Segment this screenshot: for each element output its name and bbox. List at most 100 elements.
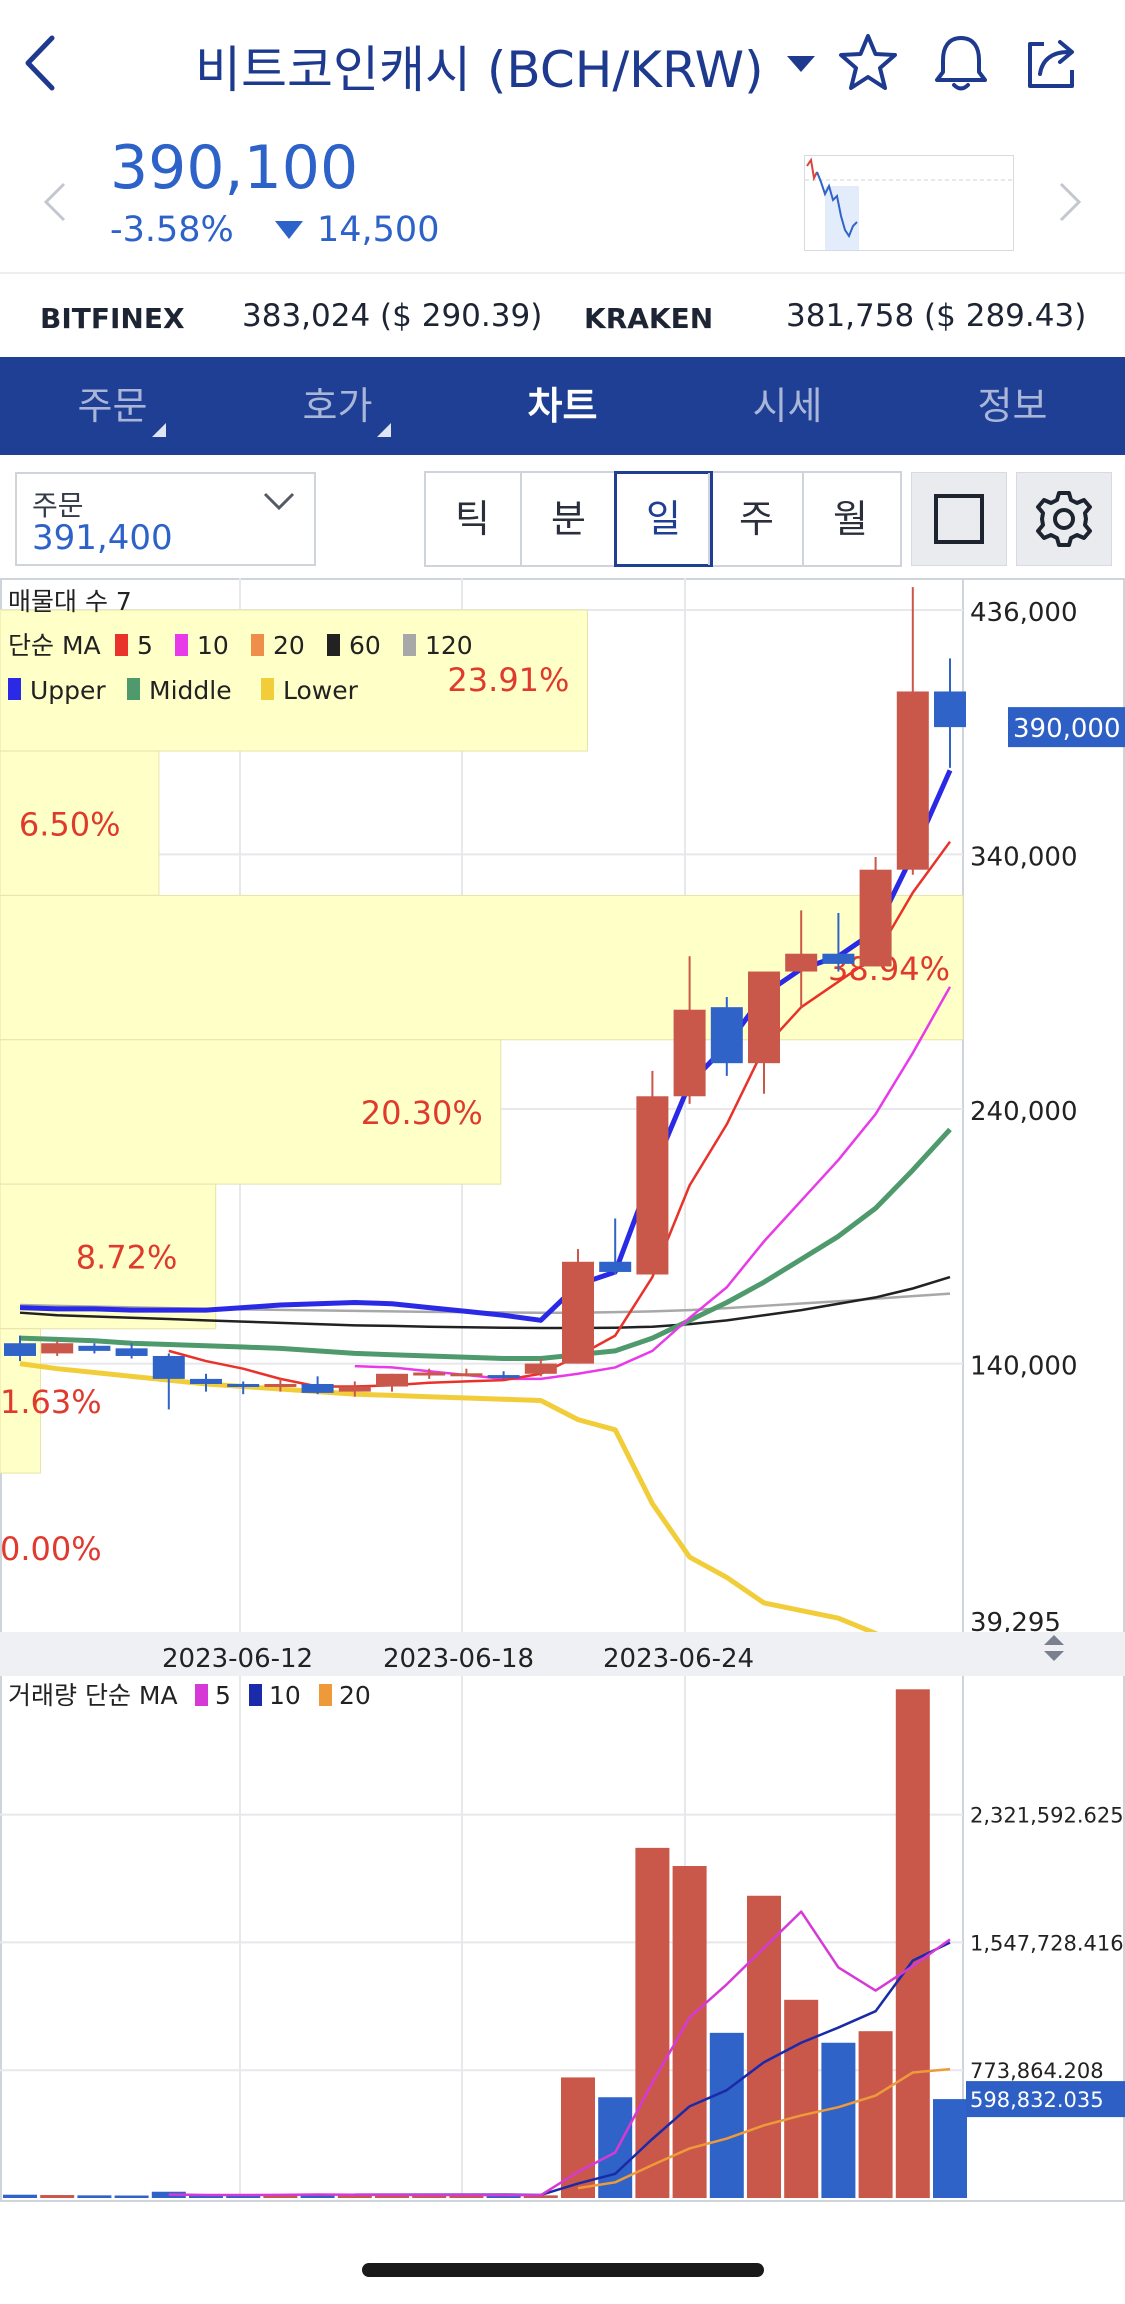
- period-button[interactable]: 일: [614, 471, 713, 567]
- volume-profile-label: 0.00%: [0, 1530, 102, 1568]
- volume-bar: [821, 2042, 856, 2198]
- exchange-value-kraken: 381,758 ($ 289.43): [786, 298, 1087, 334]
- settings-button[interactable]: [1016, 472, 1112, 566]
- volume-profile-label: 20.30%: [361, 1094, 483, 1132]
- candle: [413, 1372, 446, 1376]
- volume-profile-label: 8.72%: [76, 1239, 178, 1277]
- change-amount-value: 14,500: [317, 210, 440, 250]
- volume-bar: [784, 1999, 819, 2198]
- dropdown-caret-icon[interactable]: [787, 56, 815, 72]
- prev-arrow-icon[interactable]: [40, 180, 70, 224]
- candle: [301, 1383, 334, 1393]
- current-price-tag: [1008, 707, 1125, 748]
- volume-y-tick: 2,321,592.625: [970, 1804, 1124, 1828]
- ma5-line: [168, 840, 952, 1388]
- volume-bar: [40, 2195, 75, 2198]
- divider: [0, 272, 1125, 274]
- share-icon[interactable]: [1018, 30, 1084, 96]
- candle: [934, 691, 966, 728]
- volume-bar: [933, 2099, 967, 2198]
- chevron-down-icon: [263, 492, 295, 511]
- mini-chart: [804, 155, 1014, 251]
- candle: [450, 1373, 483, 1377]
- candle: [376, 1373, 408, 1387]
- volume-bar: [300, 2194, 335, 2198]
- volume-y-tick: 1,547,728.416: [970, 1931, 1124, 1955]
- candle: [338, 1386, 371, 1392]
- tab-item[interactable]: 주문: [0, 357, 225, 455]
- price-chart[interactable]: 23.91%6.50%38.94%20.30%8.72%1.63%0.00%매물…: [0, 578, 1125, 2202]
- legend-swatch: [251, 634, 264, 656]
- candle: [78, 1345, 111, 1351]
- volume-profile-bar: [0, 894, 964, 1041]
- legend-bollinger-label: Middle: [149, 676, 232, 705]
- legend-ma-label: 20: [273, 631, 305, 660]
- tab-item[interactable]: 차트: [450, 357, 675, 455]
- legend-bollinger-label: Lower: [283, 676, 359, 705]
- star-icon[interactable]: [835, 30, 901, 96]
- tab-label: 호가: [302, 384, 373, 428]
- current-price: 390,100: [110, 133, 359, 203]
- volume-bar: [412, 2195, 447, 2198]
- candle: [41, 1343, 74, 1354]
- period-button[interactable]: 주: [708, 473, 803, 565]
- page-title[interactable]: 비트코인캐시 (BCH/KRW): [195, 41, 764, 99]
- y-axis-tick: 140,000: [970, 1352, 1078, 1382]
- candle: [115, 1348, 148, 1356]
- resize-down-icon: [1044, 1651, 1064, 1661]
- volume-profile-bar: [0, 609, 588, 752]
- date-tick: 2023-06-12: [162, 1644, 313, 1674]
- legend-swatch: [8, 678, 21, 700]
- period-button[interactable]: 틱: [455, 497, 490, 541]
- volume-legend-label: 10: [269, 1681, 301, 1710]
- volume-bar: [895, 1689, 930, 2198]
- tab-item[interactable]: 시세: [675, 357, 900, 455]
- volume-bar: [486, 2195, 521, 2198]
- volume-bar: [858, 2031, 893, 2198]
- candle: [822, 953, 855, 964]
- legend-swatch: [261, 678, 274, 700]
- candle: [264, 1383, 297, 1387]
- bell-icon[interactable]: [928, 30, 994, 96]
- legend-swatch: [115, 634, 128, 656]
- candle: [636, 1096, 669, 1275]
- legend-swatch: [127, 678, 140, 700]
- period-button[interactable]: 월: [802, 473, 897, 565]
- legend-swatch: [403, 634, 416, 656]
- period-button[interactable]: 분: [520, 473, 615, 565]
- candle: [599, 1261, 632, 1272]
- date-axis-band: [0, 1632, 1125, 1676]
- gear-icon: [1036, 491, 1092, 547]
- volume-bar: [226, 2194, 261, 2198]
- candle: [227, 1383, 260, 1387]
- current-price-tag-label: 390,000: [1013, 714, 1121, 744]
- candle: [748, 971, 780, 1064]
- volume-profile-bar: [0, 1039, 502, 1185]
- order-select[interactable]: 주문 391,400: [15, 472, 316, 566]
- fullscreen-button[interactable]: [911, 472, 1007, 566]
- volume-y-tick: 773,864.208: [970, 2059, 1104, 2083]
- tab-item[interactable]: 정보: [900, 357, 1125, 455]
- resize-up-icon: [1044, 1635, 1064, 1645]
- candle: [710, 1007, 743, 1064]
- exchange-value-bitfinex: 383,024 ($ 290.39): [242, 298, 543, 334]
- legend-ma-label: 5: [137, 631, 153, 660]
- volume-legend-label: 5: [215, 1681, 231, 1710]
- tab-label: 정보: [977, 384, 1048, 428]
- back-chevron-icon[interactable]: [18, 28, 68, 98]
- change-percent: -3.58%: [110, 210, 234, 250]
- legend-swatch: [249, 1684, 262, 1706]
- header: 비트코인캐시 (BCH/KRW): [0, 0, 1125, 130]
- volume-bar: [709, 2032, 744, 2198]
- volume-profile-label: 6.50%: [19, 805, 121, 843]
- legend-swatch: [327, 634, 340, 656]
- volume-bar: [672, 1866, 707, 2198]
- home-indicator: [362, 2263, 764, 2277]
- current-volume-tag: [966, 2081, 1125, 2118]
- volume-profile-label: 1.63%: [0, 1383, 102, 1421]
- candle: [859, 869, 892, 967]
- next-arrow-icon[interactable]: [1055, 180, 1085, 224]
- candle: [785, 953, 818, 972]
- tab-item[interactable]: 호가: [225, 357, 450, 455]
- volume-bar: [523, 2195, 558, 2198]
